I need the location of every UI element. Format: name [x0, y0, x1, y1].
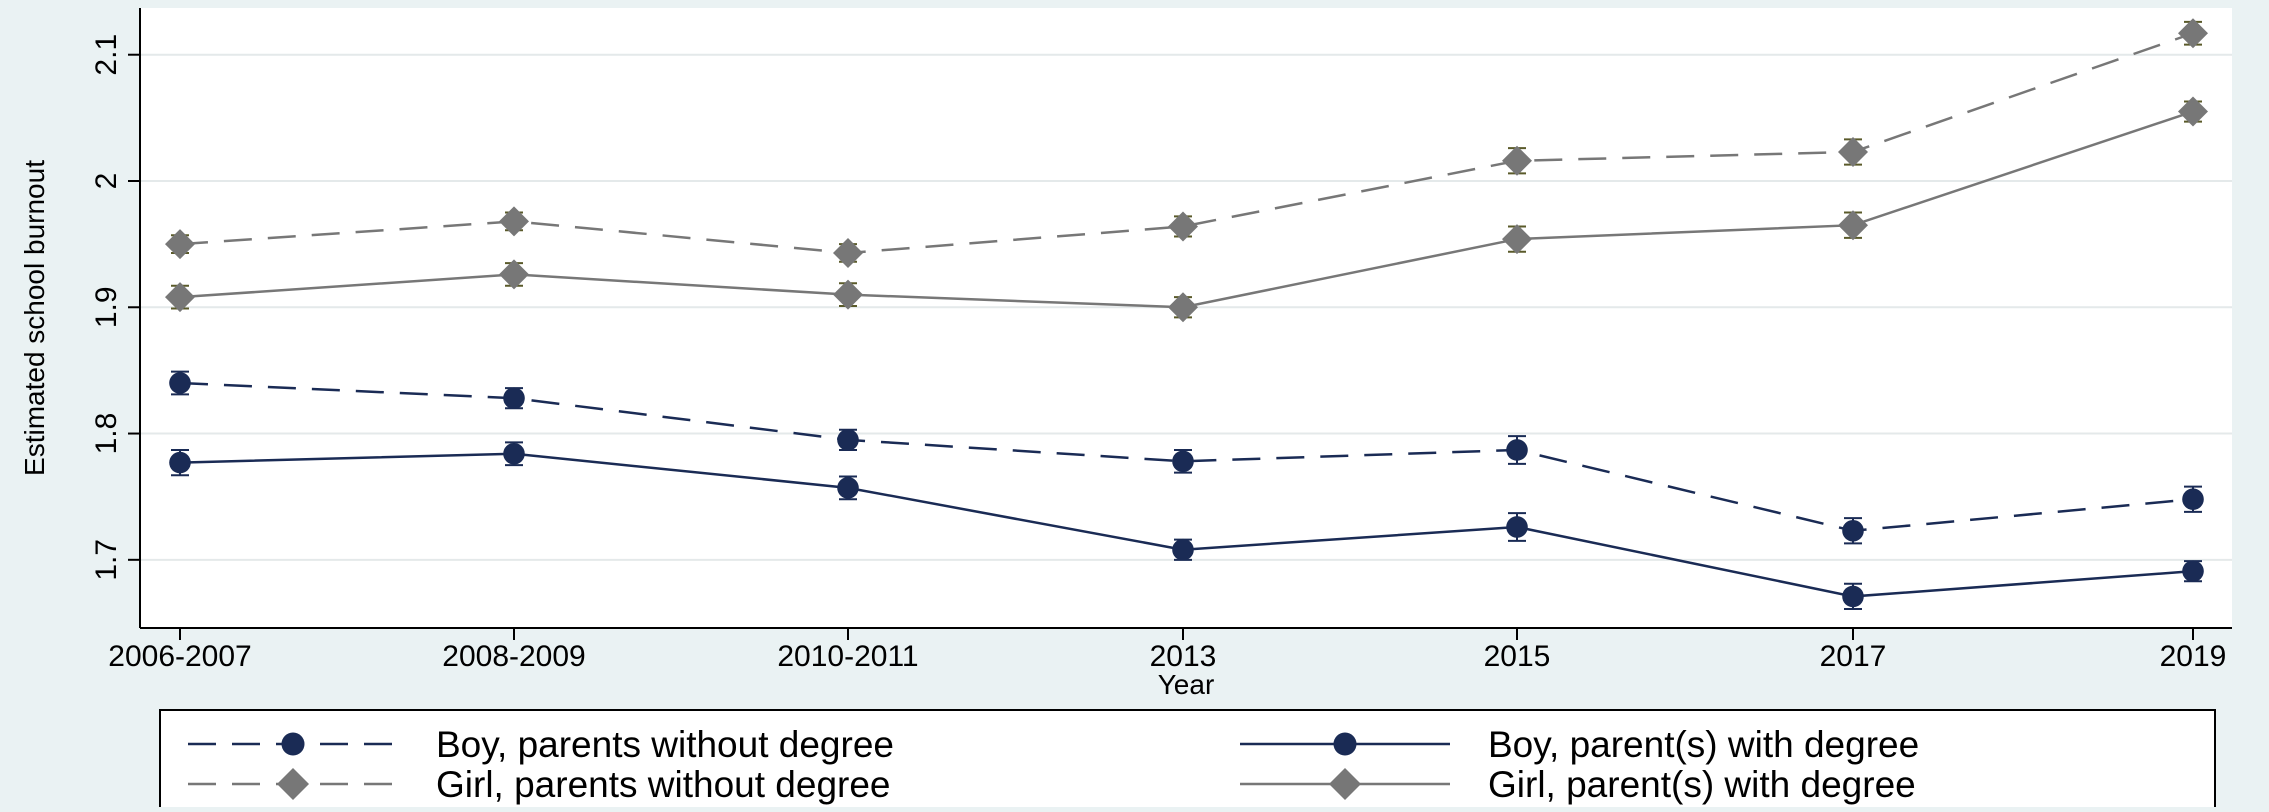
- legend-label: Boy, parent(s) with degree: [1488, 724, 1919, 765]
- data-point: [1838, 136, 1868, 167]
- data-point: [1506, 439, 1528, 461]
- x-tick-label: 2010-2011: [777, 640, 918, 673]
- series-group: [169, 441, 2204, 611]
- data-point: [165, 229, 195, 260]
- legend-item: Boy, parent(s) with degree: [1240, 724, 1919, 765]
- data-point: [1842, 519, 1864, 542]
- data-point: [499, 206, 529, 237]
- legend: Boy, parents without degree Boy, parent(s…: [159, 709, 2216, 812]
- y-tick-label: 2: [90, 173, 123, 190]
- legend-item: Girl, parents without degree: [188, 764, 891, 805]
- data-point: [1172, 450, 1194, 473]
- series-group: [165, 96, 2208, 323]
- legend-marker: [281, 732, 305, 756]
- series-group: [165, 18, 2208, 268]
- y-axis-label: Estimated school burnout: [19, 160, 50, 476]
- legend-label: Girl, parent(s) with degree: [1488, 764, 1916, 805]
- data-point: [169, 372, 191, 394]
- legend-label: Girl, parents without degree: [436, 764, 891, 805]
- x-tick-label: 2013: [1150, 640, 1217, 673]
- data-point: [2178, 96, 2208, 127]
- data-point: [499, 259, 529, 290]
- data-point: [1502, 224, 1532, 255]
- data-point: [503, 387, 525, 409]
- data-point: [1168, 292, 1198, 323]
- data-point: [1172, 538, 1194, 561]
- data-point: [2178, 18, 2208, 49]
- legend-box: [159, 709, 2216, 812]
- y-tick-label: 2.1: [90, 34, 123, 76]
- data-point: [503, 442, 525, 465]
- x-tick-label: 2008-2009: [442, 640, 585, 673]
- data-point: [2182, 560, 2204, 582]
- x-axis-label: Year: [1158, 669, 1215, 700]
- legend-item: Girl, parent(s) with degree: [1240, 764, 1916, 805]
- x-tick-label: 2006-2007: [108, 640, 251, 673]
- data-point: [169, 451, 191, 474]
- legend-marker: [277, 768, 309, 800]
- legend-label: Boy, parents without degree: [436, 724, 894, 765]
- data-point: [1502, 145, 1532, 176]
- data-point: [1842, 585, 1864, 608]
- data-point: [1168, 211, 1198, 242]
- y-tick-label: 1.9: [90, 286, 123, 328]
- series-layer: [165, 18, 2208, 611]
- data-point: [1506, 516, 1528, 538]
- y-tick-label: 1.7: [90, 539, 123, 581]
- data-point: [833, 279, 863, 310]
- data-point: [837, 429, 859, 451]
- axes: [139, 8, 2232, 629]
- legend-item: Boy, parents without degree: [188, 724, 894, 765]
- x-tick-label: 2019: [2160, 640, 2227, 673]
- data-point: [833, 237, 863, 268]
- legend-marker: [1329, 768, 1361, 800]
- tick-labels: 1.7 1.8 1.9 2 2.1 2006-2007 2008-2009 2010-2011…: [90, 34, 2226, 673]
- data-point: [165, 282, 195, 313]
- data-point: [2182, 488, 2204, 511]
- series-group: [169, 370, 2204, 545]
- data-point: [837, 477, 859, 499]
- x-tick-label: 2015: [1484, 640, 1551, 673]
- data-point: [1838, 210, 1868, 241]
- y-tick-label: 1.8: [90, 413, 123, 455]
- legend-marker: [1333, 732, 1357, 756]
- x-tick-label: 2017: [1820, 640, 1887, 673]
